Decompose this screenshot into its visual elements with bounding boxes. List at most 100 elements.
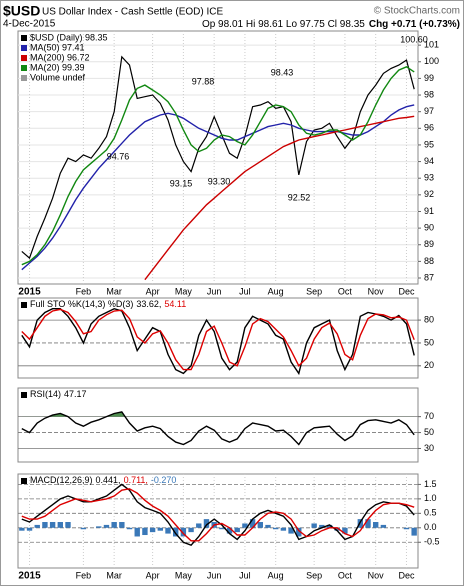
x-tick-label: Jul xyxy=(239,570,251,580)
y-tick-label: 70 xyxy=(424,411,434,421)
histogram-bar xyxy=(119,522,125,528)
histogram-bar xyxy=(242,523,248,528)
histogram-bar xyxy=(203,519,210,528)
x-tick-label: Apr xyxy=(146,570,160,580)
histogram-bar xyxy=(173,527,179,537)
panel-title: RSI(14) 47.17 xyxy=(30,389,87,399)
title-text: Full STO %K(14,3) %D(3) xyxy=(30,299,133,309)
series-line xyxy=(21,104,415,271)
y-tick-label: 90 xyxy=(424,222,434,232)
histogram-bar xyxy=(280,527,287,531)
y-tick-label: 96 xyxy=(424,123,434,133)
y-tick-label: 89 xyxy=(424,239,434,249)
series-line xyxy=(21,411,415,446)
y-tick-label: 1.0 xyxy=(424,493,437,503)
copyright: © StockCharts.com xyxy=(374,6,460,17)
legend-swatch xyxy=(21,35,27,41)
histogram-bar xyxy=(196,523,202,528)
legend-label: MA(50) 97.41 xyxy=(30,42,85,52)
ohlc: Op 98.01 Hi 98.61 Lo 97.75 Cl 98.35 xyxy=(202,19,365,30)
x-tick-label: 2015 xyxy=(18,571,41,582)
legend-swatch xyxy=(21,45,27,51)
histogram-bar xyxy=(165,527,171,534)
x-tick-label: Jun xyxy=(207,570,222,580)
histogram-bar xyxy=(334,527,340,531)
histogram-bar xyxy=(111,522,117,528)
histogram-bar xyxy=(126,527,133,530)
y-tick-label: 92 xyxy=(424,189,434,199)
x-tick-label: Mar xyxy=(106,570,122,580)
histogram-bar xyxy=(42,522,48,528)
legend-swatch xyxy=(21,55,27,61)
legend-swatch xyxy=(21,65,27,71)
panel-title: Full STO %K(14,3) %D(3) 33.62, 54.11 xyxy=(30,299,186,309)
x-tick-label: Sep xyxy=(306,286,322,296)
y-tick-label: 0.5 xyxy=(424,508,437,518)
histogram-bar xyxy=(326,524,333,528)
panel xyxy=(17,473,419,569)
annotation: 97.88 xyxy=(192,76,215,86)
histogram-bar xyxy=(265,524,271,528)
histogram-bar xyxy=(57,522,63,528)
histogram-bar xyxy=(49,522,56,528)
y-tick-label: 95 xyxy=(424,139,434,149)
x-tick-label: Oct xyxy=(338,570,353,580)
x-tick-label: Nov xyxy=(368,570,385,580)
change: Chg +0.71 (+0.73%) xyxy=(369,19,460,30)
histogram-bar xyxy=(149,527,156,533)
annotation: 100.60 xyxy=(400,34,428,44)
annotation: 98.43 xyxy=(271,67,294,77)
value-label: 0.711, xyxy=(124,475,148,485)
histogram-bar xyxy=(65,522,71,528)
series-line xyxy=(21,307,415,376)
y-tick-label: 87 xyxy=(424,272,434,282)
histogram-bar xyxy=(19,527,25,531)
histogram-bar xyxy=(249,519,256,528)
series-line xyxy=(21,488,415,542)
histogram-bar xyxy=(411,527,417,536)
y-tick-label: 88 xyxy=(424,256,434,266)
y-tick-label: 101 xyxy=(424,40,439,50)
y-tick-label: 100 xyxy=(424,56,439,66)
y-tick-label: 99 xyxy=(424,73,434,83)
histogram-bar xyxy=(365,519,371,528)
histogram-bar xyxy=(80,527,87,530)
y-tick-label: 93 xyxy=(424,173,434,183)
histogram-bar xyxy=(226,527,233,534)
y-tick-label: 80 xyxy=(424,314,434,324)
x-tick-label: May xyxy=(175,286,193,296)
y-tick-label: 91 xyxy=(424,206,434,216)
x-tick-label: Mar xyxy=(106,286,122,296)
x-tick-label: Jun xyxy=(207,286,222,296)
title-text: RSI(14) xyxy=(30,389,61,399)
x-tick-label: Dec xyxy=(398,286,415,296)
symbol: $USD xyxy=(3,3,40,19)
panel-title: MACD(12,26,9) 0.441, 0.711, -0.270 xyxy=(30,475,176,485)
x-tick-label: Apr xyxy=(146,286,160,296)
overbought-fill xyxy=(21,411,415,417)
y-tick-label: 30 xyxy=(424,443,434,453)
value-label: 54.11 xyxy=(164,299,186,309)
histogram-bar xyxy=(134,527,140,537)
x-tick-label: Feb xyxy=(76,286,92,296)
annotation: 93.30 xyxy=(208,176,231,186)
histogram-bar xyxy=(96,526,102,528)
histogram-bar xyxy=(257,522,263,528)
annotation: 92.52 xyxy=(288,192,311,202)
x-tick-label: Feb xyxy=(76,570,92,580)
x-tick-label: Nov xyxy=(368,286,385,296)
value-label: 33.62, xyxy=(136,299,161,309)
histogram-bar xyxy=(288,527,294,534)
histogram-bar xyxy=(34,524,40,528)
y-tick-label: 50 xyxy=(424,337,434,347)
title-swatch xyxy=(21,392,27,398)
histogram-bar xyxy=(188,527,194,533)
y-tick-label: 20 xyxy=(424,360,434,370)
x-tick-label: Aug xyxy=(268,286,284,296)
legend-label: Volume undef xyxy=(30,72,86,82)
legend-swatch xyxy=(21,75,27,81)
series-line xyxy=(21,55,415,260)
x-tick-label: Oct xyxy=(338,286,353,296)
series-line xyxy=(21,308,415,371)
instrument-name: US Dollar Index - Cash Settle (EOD) ICE xyxy=(42,7,223,18)
